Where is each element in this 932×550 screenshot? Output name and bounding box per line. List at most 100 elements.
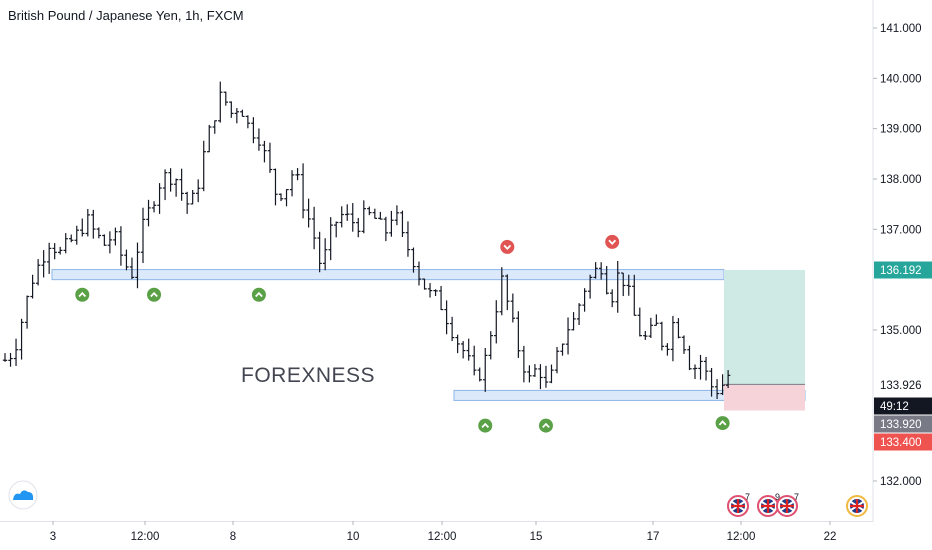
ohlc-bar bbox=[714, 379, 720, 399]
chevron-up-icon bbox=[542, 422, 550, 429]
ohlc-bar bbox=[670, 315, 676, 362]
ohlc-bar bbox=[571, 312, 576, 331]
ohlc-bar bbox=[538, 364, 543, 390]
last-price-badge-bg bbox=[874, 376, 932, 394]
ohlc-bar bbox=[113, 227, 118, 246]
flag-cross bbox=[731, 499, 745, 513]
tradingview-logo[interactable] bbox=[8, 480, 38, 510]
last-price-badge-text: 133.926 bbox=[880, 380, 922, 392]
ohlc-bar bbox=[151, 201, 157, 213]
chevron-up-icon bbox=[718, 420, 727, 426]
countdown-badge-bg bbox=[874, 397, 932, 415]
ohlc-bar bbox=[389, 210, 394, 237]
ohlc-bar bbox=[350, 203, 355, 232]
signal-circle bbox=[478, 418, 493, 433]
ohlc-bar bbox=[610, 289, 615, 308]
countdown-badge-text: 49:12 bbox=[880, 401, 909, 413]
ohlc-bar bbox=[262, 140, 267, 163]
ohlc-bar bbox=[598, 262, 604, 280]
entry-price-badge: 133.920 bbox=[874, 415, 932, 433]
position-layer bbox=[724, 269, 805, 411]
signal-circle bbox=[538, 418, 553, 433]
target-price-badge: 136.192 bbox=[874, 261, 932, 279]
last-price-badge: 133.926 bbox=[874, 376, 932, 394]
ohlc-bar bbox=[234, 108, 240, 124]
ohlc-bar bbox=[30, 274, 35, 299]
ohlc-bar bbox=[19, 318, 24, 360]
ohlc-bar bbox=[223, 91, 228, 106]
ohlc-bar bbox=[2, 353, 8, 362]
bars-layer bbox=[2, 81, 731, 399]
event-count: 7 bbox=[745, 492, 750, 502]
chevron-up-icon bbox=[255, 291, 263, 298]
ohlc-bar bbox=[593, 262, 598, 279]
ohlc-bar bbox=[311, 206, 317, 250]
ohlc-bar bbox=[438, 285, 444, 311]
ohlc-bar bbox=[256, 128, 262, 151]
ohlc-bar bbox=[361, 200, 366, 234]
ohlc-bar bbox=[168, 168, 173, 192]
flag-cross bbox=[761, 499, 775, 513]
x-tick-label: 12:00 bbox=[428, 531, 457, 543]
entry-price-badge-bg bbox=[874, 415, 932, 433]
x-tick-label: 12:00 bbox=[131, 531, 160, 543]
ohlc-bar bbox=[510, 293, 516, 323]
flag-cross bbox=[850, 499, 864, 513]
ohlc-bar bbox=[173, 178, 179, 197]
ohlc-bar bbox=[405, 221, 411, 257]
ohlc-bar bbox=[576, 303, 582, 325]
ohlc-bar bbox=[146, 199, 151, 227]
ohlc-bar bbox=[80, 218, 85, 237]
x-tick-label: 3 bbox=[50, 531, 56, 543]
ohlc-bar bbox=[24, 295, 30, 329]
ohlc-bar bbox=[549, 364, 554, 384]
ohlc-bar bbox=[267, 142, 273, 173]
countdown-badge: 49:12 bbox=[874, 397, 932, 415]
ohlc-bar bbox=[455, 334, 460, 354]
ohlc-bar bbox=[295, 168, 300, 181]
uk-flag-event-icon: 7 bbox=[727, 492, 750, 517]
ohlc-bar bbox=[427, 283, 433, 298]
stop-price-badge: 133.400 bbox=[874, 433, 932, 451]
ohlc-bar bbox=[543, 365, 549, 388]
ohlc-bar bbox=[648, 317, 654, 338]
ohlc-bar bbox=[278, 193, 284, 202]
x-tick-label: 17 bbox=[647, 531, 660, 543]
chevron-down-icon bbox=[608, 239, 617, 246]
stop-area bbox=[724, 384, 805, 411]
signal-circle bbox=[500, 239, 515, 254]
ohlc-bar bbox=[383, 216, 389, 242]
ohlc-bar bbox=[196, 179, 201, 203]
cloud-icon bbox=[13, 490, 34, 500]
ohlc-bar bbox=[85, 208, 90, 237]
ohlc-bar bbox=[643, 330, 648, 340]
ohlc-bar bbox=[378, 211, 383, 220]
uk-flag-event-icon: 7 bbox=[776, 492, 799, 517]
ohlc-bar bbox=[394, 205, 400, 226]
target-price-badge-bg bbox=[874, 261, 932, 279]
ohlc-bar bbox=[328, 217, 333, 261]
ohlc-bar bbox=[477, 367, 482, 382]
ohlc-bar bbox=[306, 198, 311, 228]
ohlc-bar bbox=[527, 365, 532, 383]
ohlc-bar bbox=[621, 272, 626, 297]
ohlc-bar bbox=[604, 266, 609, 295]
ohlc-bar bbox=[521, 345, 527, 383]
ohlc-bar bbox=[637, 307, 642, 337]
flag-cross bbox=[780, 499, 794, 513]
chevron-up-icon bbox=[481, 422, 490, 429]
signal-circle bbox=[75, 287, 90, 302]
ohlc-bar bbox=[681, 335, 687, 354]
ohlc-bar bbox=[69, 234, 74, 243]
ohlc-bar bbox=[339, 206, 344, 228]
ohlc-bar bbox=[240, 109, 245, 118]
ohlc-bar bbox=[63, 233, 68, 254]
ohlc-bar bbox=[289, 170, 295, 197]
buy-signal-icon bbox=[147, 287, 162, 302]
ohlc-bar bbox=[532, 364, 538, 377]
stop-price-badge-bg bbox=[874, 433, 932, 451]
ohlc-bar bbox=[102, 234, 107, 246]
sell-signal-icon bbox=[605, 234, 620, 249]
y-tick-label: 132.000 bbox=[880, 476, 922, 488]
